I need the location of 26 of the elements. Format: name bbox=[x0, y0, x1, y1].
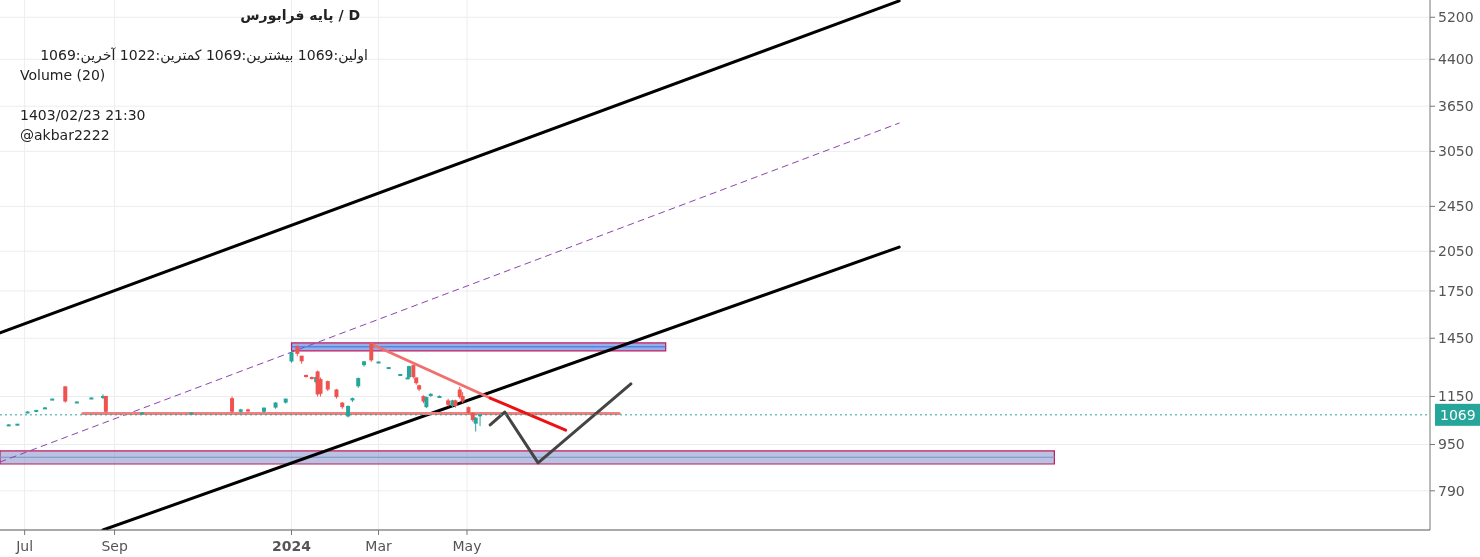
y-tick-label: 790 bbox=[1438, 482, 1465, 499]
annotation: 1403/02/23 21:30 bbox=[20, 107, 146, 123]
y-tick-label: 1750 bbox=[1438, 282, 1474, 299]
candlestick bbox=[369, 342, 374, 363]
annotation: Volume (20) bbox=[20, 67, 106, 83]
y-tick-label: 1150 bbox=[1438, 388, 1474, 405]
x-tick-label: 2024 bbox=[272, 538, 312, 554]
x-tick-label: Mar bbox=[365, 538, 392, 554]
y-tick-label: 3650 bbox=[1438, 98, 1474, 115]
text: D / پایه فرابورس bbox=[240, 7, 360, 24]
y-tick-label: 5200 bbox=[1438, 9, 1474, 26]
x-tick-label: Sep bbox=[101, 538, 128, 554]
y-tick-label: 950 bbox=[1438, 436, 1465, 453]
y-tick-label: 2450 bbox=[1438, 198, 1474, 215]
y-tick-label: 1450 bbox=[1438, 330, 1474, 347]
candlestick bbox=[376, 361, 381, 364]
x-tick-label: May bbox=[452, 538, 482, 554]
candlestick bbox=[89, 397, 94, 400]
y-tick-label: 2050 bbox=[1438, 243, 1474, 260]
x-tick-label: Jul bbox=[15, 538, 34, 554]
annotation: @akbar2222 bbox=[20, 127, 110, 143]
ref-line-label: 1069 bbox=[1440, 406, 1476, 423]
line-series bbox=[488, 382, 633, 465]
y-tick-label: 3050 bbox=[1438, 143, 1474, 160]
y-tick-label: 4400 bbox=[1438, 51, 1474, 68]
annotation: اولین:1069 بیشترین:1069 کمترین:1022 آخرین:1069 bbox=[40, 47, 368, 64]
